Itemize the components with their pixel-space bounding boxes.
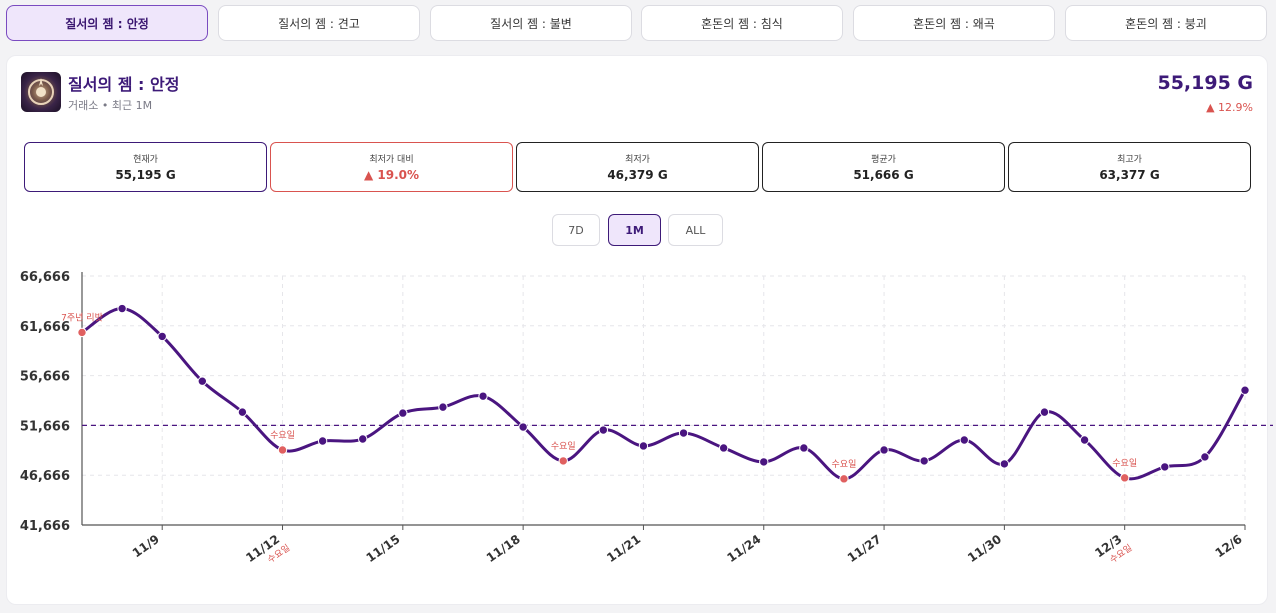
x-tick-label: 11/27 [845,532,884,565]
y-tick-label: 61,666 [20,320,70,335]
range-1m-button[interactable]: 1M [608,214,661,246]
data-point [117,303,127,314]
data-point [438,402,448,412]
x-tick-label: 11/30 [965,532,1004,565]
current-price: 55,195 G [1157,72,1253,94]
stat-current-price: 현재가 55,195 G [24,142,267,192]
tab-chaos-collapse[interactable]: 혼돈의 젬 : 붕괴 [1065,5,1267,41]
y-tick-label: 46,666 [20,469,70,484]
stat-label: 평균가 [871,155,896,165]
stat-label: 최저가 [625,155,650,165]
data-point [598,425,609,435]
item-title: 질서의 젬 : 안정 [68,75,180,94]
data-point [197,376,208,386]
event-point [77,327,87,338]
data-point [1240,385,1250,395]
stat-highest-price: 최고가 63,377 G [1008,142,1251,192]
stat-average-price: 평균가 51,666 G [762,142,1005,192]
range-7d-button[interactable]: 7D [552,214,600,246]
gem-tabs: 질서의 젬 : 안정 질서의 젬 : 견고 질서의 젬 : 불변 혼돈의 젬 :… [6,5,1270,41]
data-point [398,408,408,418]
x-tick-label: 12/6 [1213,532,1245,560]
y-tick-label: 66,666 [20,270,70,285]
data-point [759,457,769,467]
data-point [157,331,167,342]
event-label: 7주년 리밧 [61,312,103,323]
event-label: 수요일 [832,459,857,470]
tab-order-stable[interactable]: 질서의 젬 : 안정 [6,5,208,41]
event-point [839,474,849,484]
data-point [358,434,368,444]
stat-value: ▲ 19.0% [363,168,420,182]
gem-icon [21,72,61,112]
data-point [1160,462,1170,472]
event-label: 수요일 [270,430,295,441]
stat-value: 63,377 G [1099,168,1160,182]
data-point [678,428,689,438]
data-point [959,435,969,445]
stat-value: 55,195 G [115,168,176,182]
stat-label: 현재가 [133,155,158,165]
y-tick-label: 41,666 [20,519,70,534]
y-tick-label: 51,666 [20,419,70,434]
tab-chaos-erosion[interactable]: 혼돈의 젬 : 침식 [641,5,843,41]
x-tick-label: 11/18 [484,532,523,565]
event-point [277,445,288,455]
data-point [999,459,1010,469]
y-tick-label: 56,666 [20,370,70,385]
event-label: 수요일 [1112,458,1137,469]
data-point [1079,435,1090,445]
stat-value: 46,379 G [607,168,668,182]
data-point [518,422,528,432]
data-point [317,436,328,446]
tab-order-solid[interactable]: 질서의 젬 : 견고 [218,5,420,41]
data-point [919,456,929,466]
stat-label: 최고가 [1117,155,1142,165]
event-point [558,456,568,466]
tab-order-immutable[interactable]: 질서의 젬 : 불변 [430,5,632,41]
tab-chaos-distortion[interactable]: 혼돈의 젬 : 왜곡 [853,5,1055,41]
x-tick-label: 11/24 [725,532,764,565]
stat-label: 최저가 대비 [369,155,414,165]
stat-vs-lowest: 최저가 대비 ▲ 19.0% [270,142,513,192]
stat-lowest-price: 최저가 46,379 G [516,142,759,192]
x-tick-label: 11/9 [130,532,162,560]
data-point [1200,452,1210,462]
event-point [1119,473,1130,483]
data-point [799,443,809,453]
price-series-line [81,307,1247,481]
range-all-button[interactable]: ALL [668,214,723,246]
data-point [718,443,729,453]
price-card: 질서의 젬 : 안정 거래소 • 최근 1M 55,195 G ▲ 12.9% … [6,55,1268,605]
data-point [1039,407,1050,417]
data-point [879,445,889,455]
data-point [478,391,488,401]
stat-value: 51,666 G [853,168,914,182]
x-tick-label: 11/15 [364,532,403,565]
event-label: 수요일 [551,441,576,452]
data-point [237,407,248,417]
data-point [638,441,649,451]
x-tick-label: 11/21 [604,532,643,565]
item-subtitle: 거래소 • 최근 1M [68,99,153,112]
price-change: ▲ 12.9% [1206,101,1253,114]
